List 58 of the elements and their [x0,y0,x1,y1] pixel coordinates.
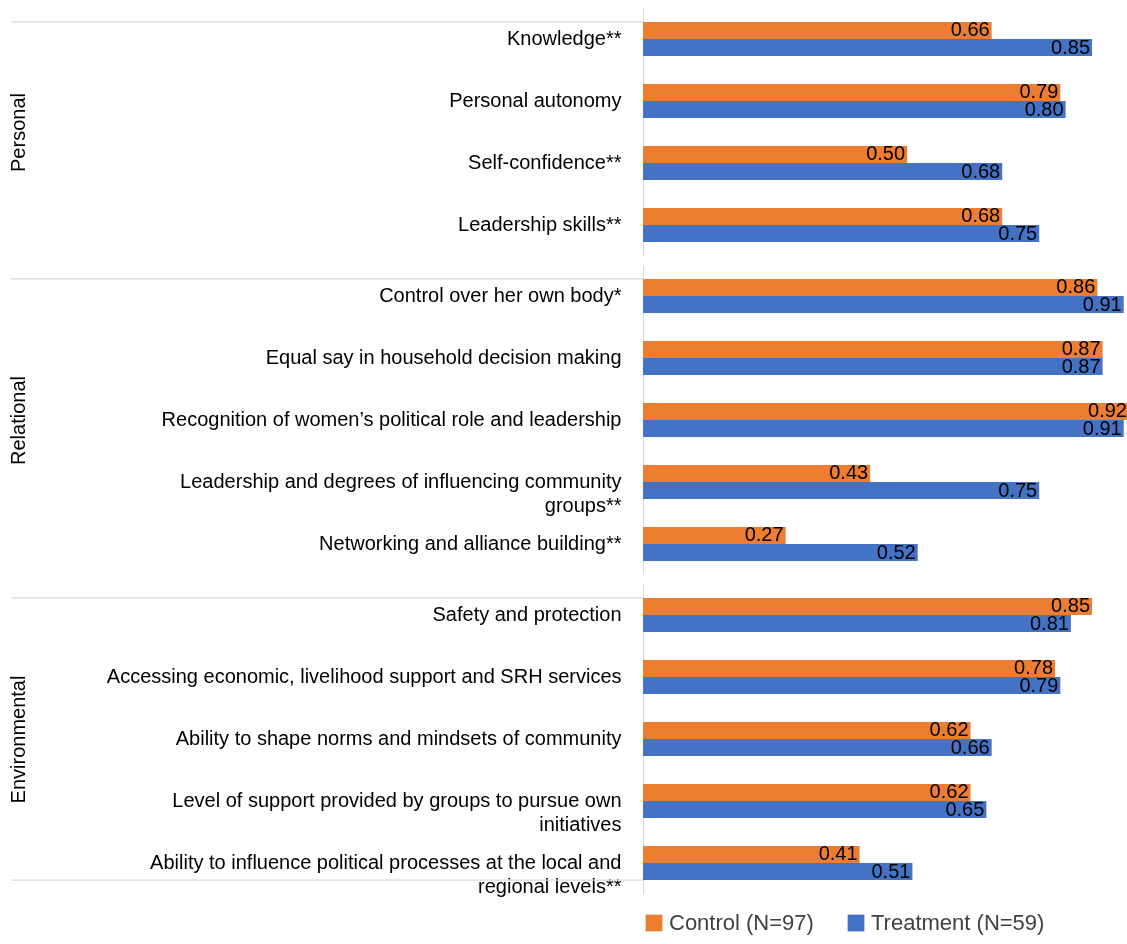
y-tick-label: Ability to influence political processes at the local and regional levels** [150,851,622,897]
data-label: 0.68 [961,204,1001,227]
bar [643,207,1003,225]
y-tick-label: Leadership skills** [458,213,622,235]
y-tick-label: Ability to shape norms and mindsets of community [175,727,622,749]
bar [643,163,1003,181]
bar [643,482,1040,500]
bar [643,615,1071,633]
bar [643,21,992,39]
bar [643,145,908,163]
bar [643,526,786,544]
y-tick-label: Knowledge** [506,27,622,49]
bar [643,296,1124,314]
bar [643,83,1061,101]
bar [643,39,1093,57]
bar [643,464,871,482]
y-axis-title: Environmental [6,675,29,804]
bar [643,659,1056,677]
bar [643,721,971,739]
bar [643,597,1093,615]
bar [643,101,1066,119]
bar [643,544,918,562]
bar [643,358,1103,376]
data-label: 0.41 [818,842,858,865]
bar [643,801,987,819]
data-label: 0.75 [998,478,1038,501]
bar [643,420,1124,438]
bar [643,225,1040,243]
bar [643,783,971,801]
y-axis-title: Personal [6,93,29,172]
y-tick-label: Networking and alliance building** [319,532,622,554]
bar [643,677,1061,695]
data-label: 0.68 [961,159,1001,182]
legend-label: Control (N=97) [669,910,814,935]
y-tick-label: Accessing economic, livelihood support and SRH services [106,665,622,687]
data-label: 0.52 [876,540,916,563]
y-tick-label: Level of support provided by groups to pursue own initiatives [172,789,622,835]
data-label: 0.27 [744,523,784,546]
bar [643,845,860,863]
y-axis-title: Relational [6,376,29,465]
data-label: 0.43 [829,461,869,484]
y-tick-label: Recognition of women’s political role and leadership [161,408,622,430]
y-tick-label: Self-confidence** [468,151,622,173]
y-tick-label: Control over her own body* [379,284,622,306]
data-label: 0.85 [1051,35,1091,58]
data-label: 0.50 [866,142,906,165]
data-label: 0.66 [950,18,990,41]
y-tick-label: Safety and protection [432,603,622,625]
bar [643,863,913,881]
bar [643,278,1098,296]
legend-label: Treatment (N=59) [871,910,1045,935]
y-tick-label: Equal say in household decision making [265,346,622,368]
bar [643,739,992,757]
y-tick-label: Personal autonomy [449,89,622,111]
y-tick-label: Leadership and degrees of influencing community groups** [180,470,622,516]
data-label: 0.75 [998,221,1038,244]
bar [643,340,1103,358]
data-label: 0.51 [871,859,911,882]
